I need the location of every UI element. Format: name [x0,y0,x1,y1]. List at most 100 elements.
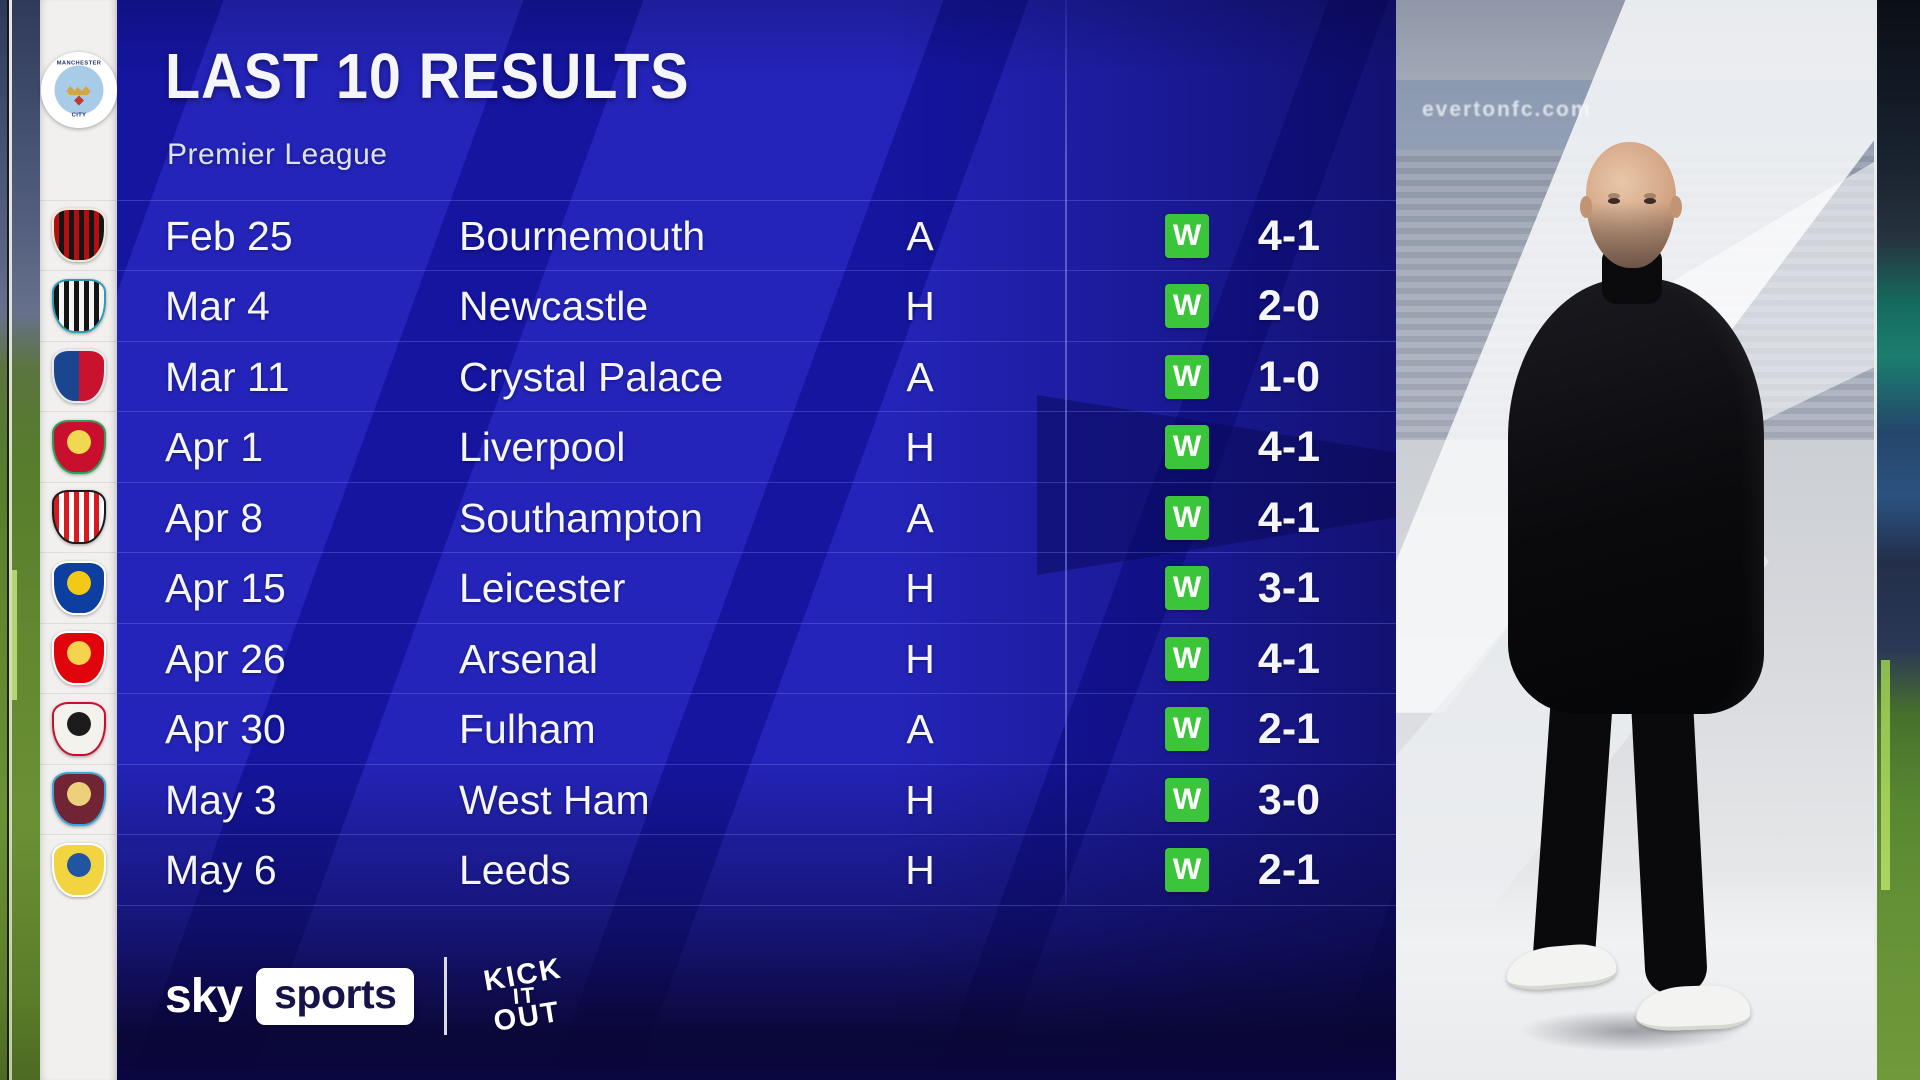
result-row: Apr 15 Leicester H W 3-1 [117,552,1396,623]
opponent-crest [51,490,106,545]
result-row: Feb 25 Bournemouth A W 4-1 [117,199,1396,271]
match-date: May 6 [165,847,277,893]
match-date: Apr 15 [165,565,286,611]
figure-stubble [1586,202,1676,268]
page-subtitle: Premier League [167,138,388,171]
match-date: May 3 [165,776,277,823]
sky-wordmark: sky [165,969,243,1023]
opponent-crest [51,631,106,686]
sports-wordmark: sports [256,967,415,1025]
kio-word-out: OUT [492,995,564,1039]
figure-leg [1629,674,1709,996]
match-date: Apr 8 [165,494,263,541]
kick-it-out-logo: KICK IT OUT [472,943,579,1050]
opponent-crest [51,349,106,404]
opponent-crest [51,560,106,615]
match-date: Mar 11 [165,353,290,400]
figure-head [1586,142,1676,268]
result-row: Apr 8 Southampton A W 4-1 [117,481,1396,553]
sky-sports-logo: sky sports [165,967,415,1025]
win-badge: W [1165,636,1209,681]
crest-cell [40,763,117,835]
opponent-crest [51,278,106,333]
opponent-name: Arsenal [459,635,599,682]
opponent-crest [51,701,106,756]
match-score: 4-1 [1257,493,1321,542]
column-divider [1065,0,1067,905]
venue-indicator: H [905,565,935,611]
match-date: Mar 4 [165,283,270,329]
crest-cell [40,552,117,623]
result-row: Mar 11 Crystal Palace A W 1-0 [117,340,1396,412]
results-table: Feb 25 Bournemouth A W 4-1 Mar 4 Newcast… [117,199,1396,906]
result-row: Apr 26 Arsenal H W 4-1 [117,622,1396,694]
venue-indicator: H [905,283,935,329]
crest-ship-icon [66,86,91,95]
match-date: Feb 25 [165,212,293,259]
match-score: 1-0 [1257,352,1321,401]
match-score: 4-1 [1257,634,1321,683]
match-score: 2-0 [1257,282,1321,330]
opponent-crest [51,842,106,897]
opponent-name: Fulham [459,706,596,752]
match-score: 4-1 [1257,211,1321,260]
opponent-crest [51,419,106,474]
page-title: LAST 10 RESULTS [165,40,690,112]
win-badge: W [1165,425,1209,469]
pitch-highlight [12,570,17,700]
stadium-video-right-sliver [1874,0,1920,1080]
figure-shoe [1504,941,1618,993]
match-score: 3-1 [1257,564,1321,612]
win-badge: W [1165,848,1209,892]
crest-cell [40,340,117,412]
bottom-shading [117,0,1396,1080]
opponent-name: Liverpool [459,424,626,470]
win-badge: W [1165,707,1209,751]
crest-cell [40,693,117,764]
figure-torso [1508,278,1764,714]
venue-indicator: A [906,494,934,541]
crest-cell [40,622,117,694]
opponent-crest-list [40,199,117,905]
match-score: 4-1 [1257,423,1321,471]
match-date: Apr 26 [165,635,286,682]
result-row: May 6 Leeds H W 2-1 [117,834,1396,905]
crest-rose-icon [73,95,84,106]
opponent-crest [51,772,106,827]
win-badge: W [1165,566,1209,610]
crest-cell [40,270,117,341]
crest-cell [40,834,117,905]
pep-guardiola-figure [1396,0,1874,1080]
figure-ear [1670,196,1682,218]
figure-eye [1644,198,1656,204]
result-row: Apr 30 Fulham A W 2-1 [117,693,1396,764]
match-date: Apr 1 [165,424,263,470]
footer-divider [444,957,448,1035]
match-score: 3-0 [1257,775,1321,824]
footer-logos: sky sports KICK IT OUT [165,948,573,1044]
venue-indicator: H [905,424,935,470]
result-row: Apr 1 Liverpool H W 4-1 [117,411,1396,482]
stadium-video-left-sliver [0,0,40,1080]
win-badge: W [1165,777,1209,822]
win-badge: W [1165,495,1209,540]
opponent-name: Leicester [459,565,626,611]
match-score: 2-1 [1257,846,1321,894]
pitch-highlight [1881,660,1890,890]
result-row: Mar 4 Newcastle H W 2-0 [117,270,1396,341]
figure-shoe [1635,984,1751,1032]
win-badge: W [1165,284,1209,328]
stadium-banner-text: evertonfc.com [1422,98,1592,121]
opponent-name: Crystal Palace [459,353,724,400]
crest-cell [40,481,117,553]
match-date: Apr 30 [165,706,286,752]
studio-floor [1396,870,1874,1080]
venue-indicator: H [905,776,935,823]
opponent-name: Southampton [459,494,703,541]
match-score: 2-1 [1257,705,1321,753]
manager-photo: evertonfc.com [1396,0,1874,1080]
figure-ear [1580,196,1592,218]
venue-indicator: A [906,212,934,259]
crest-rail: MANCHESTER CITY [40,0,117,1080]
opponent-name: Newcastle [459,283,649,329]
